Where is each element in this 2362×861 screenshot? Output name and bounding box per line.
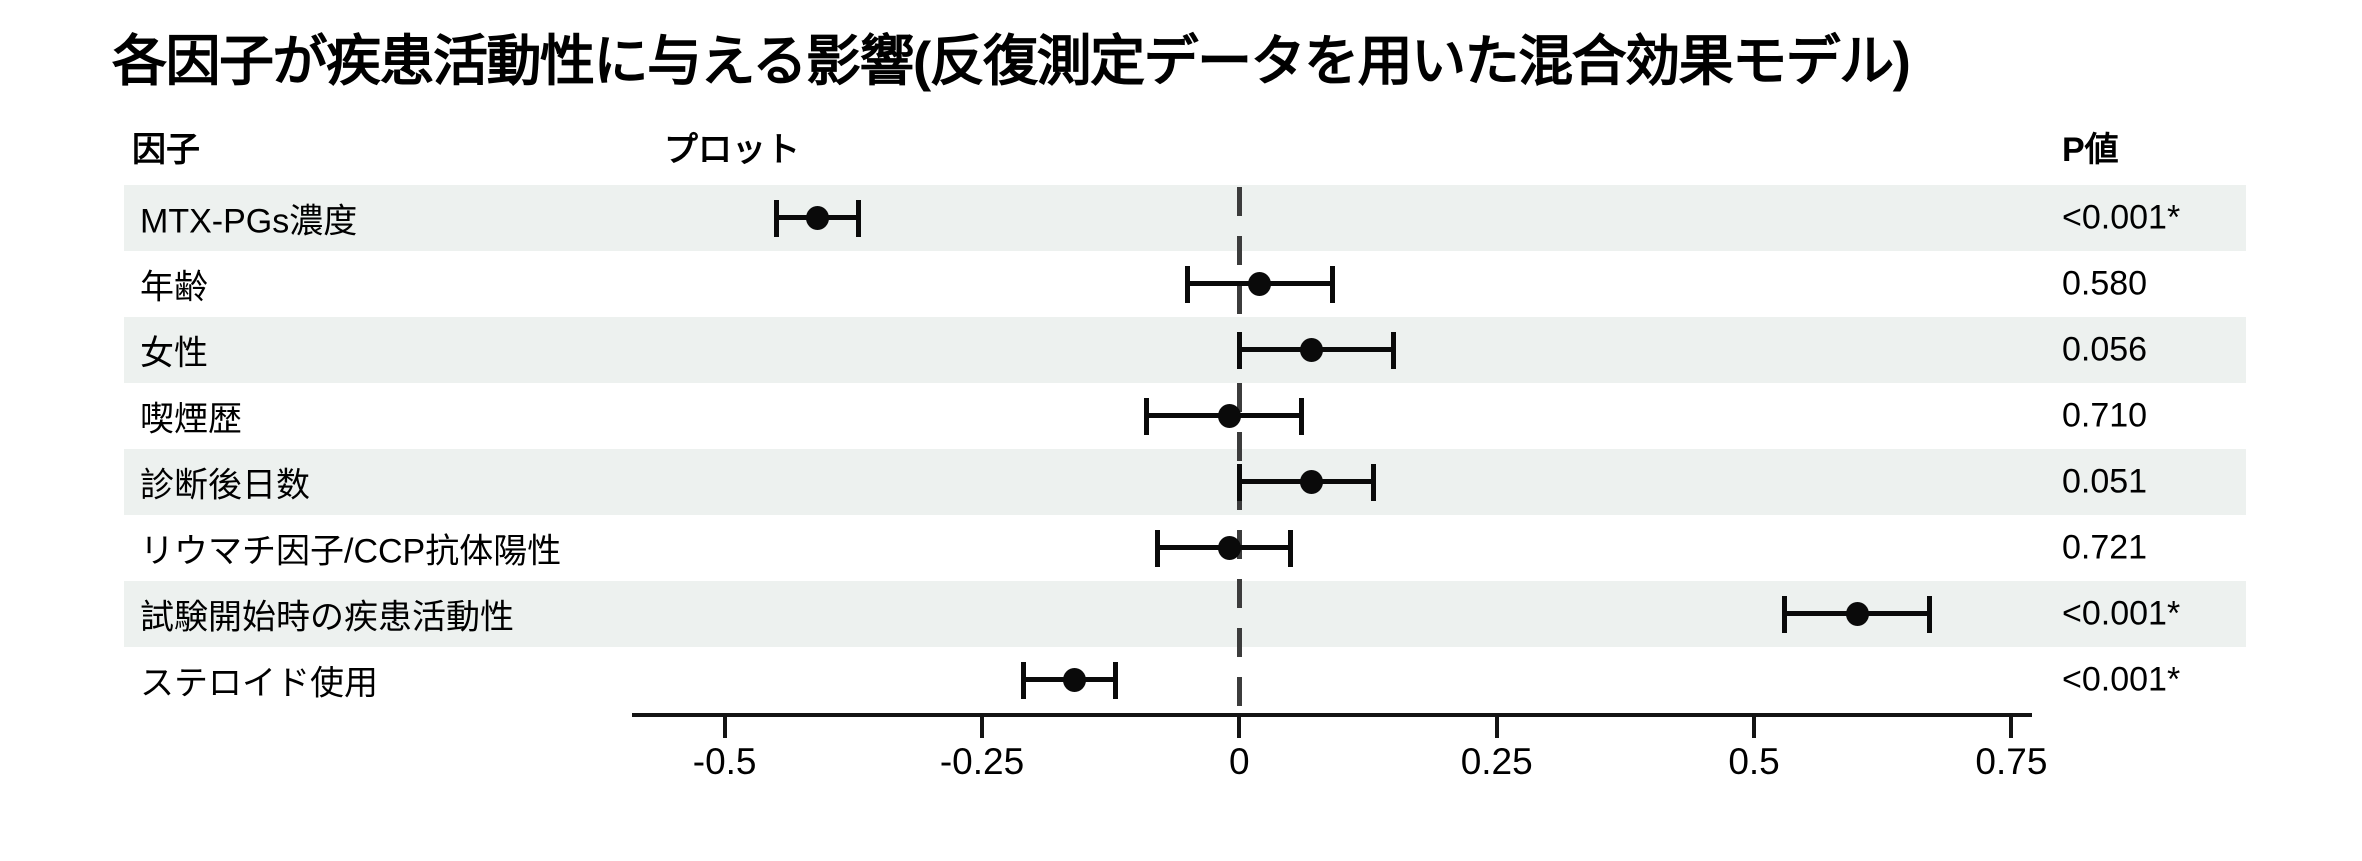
- ci-cap-low: [1236, 464, 1242, 501]
- estimate-marker: [1217, 404, 1241, 428]
- tick-mark-icon: [1494, 713, 1499, 738]
- column-header-factor: 因子: [132, 131, 200, 169]
- factor-label: 試験開始時の疾患活動性: [140, 598, 514, 637]
- tick-mark-icon: [1237, 713, 1242, 738]
- zero-reference-line: [1236, 187, 1242, 713]
- ci-cap-low: [1236, 332, 1242, 369]
- column-header-pvalue: P値: [2062, 131, 2119, 169]
- p-value: <0.001*: [2062, 198, 2181, 237]
- ci-cap-high: [1329, 266, 1335, 303]
- ci-cap-low: [1154, 530, 1160, 567]
- ci-cap-high: [1288, 530, 1294, 567]
- column-header-plot: プロット: [664, 131, 800, 169]
- estimate-marker: [1248, 272, 1272, 296]
- ci-cap-high: [1391, 332, 1397, 369]
- ci-cap-high: [1113, 662, 1119, 699]
- ci-cap-low: [773, 200, 779, 237]
- table-row: 試験開始時の疾患活動性 <0.001*: [124, 581, 2246, 647]
- table-rows: MTX-PGs濃度 <0.001* 年齢 0.580 女性 0.056 喫煙歴 …: [124, 185, 2246, 713]
- tick-label: 0: [1229, 741, 1250, 782]
- estimate-marker: [1063, 668, 1087, 692]
- p-value: <0.001*: [2062, 660, 2181, 699]
- factor-label: ステロイド使用: [140, 664, 378, 703]
- factor-label: MTX-PGs濃度: [140, 202, 358, 241]
- table-row: 診断後日数 0.051: [124, 449, 2246, 515]
- ci-cap-low: [1020, 662, 1026, 699]
- tick-mark-icon: [722, 713, 727, 738]
- estimate-marker: [1299, 338, 1323, 362]
- ci-cap-high: [1298, 398, 1304, 435]
- tick-label: -0.5: [692, 741, 757, 782]
- ci-cap-low: [1144, 398, 1150, 435]
- p-value: 0.051: [2062, 462, 2148, 501]
- table-row: MTX-PGs濃度 <0.001*: [124, 185, 2246, 251]
- ci-cap-high: [1926, 596, 1932, 633]
- tick-label: 0.5: [1728, 741, 1780, 782]
- tick-label: -0.25: [939, 741, 1025, 782]
- tick-label: 0.25: [1460, 741, 1533, 782]
- factor-label: 女性: [140, 334, 208, 373]
- estimate-marker: [1217, 536, 1241, 560]
- estimate-marker: [805, 206, 829, 230]
- factor-label: 診断後日数: [140, 466, 310, 505]
- ci-cap-high: [855, 200, 861, 237]
- table-row: リウマチ因子/CCP抗体陽性 0.721: [124, 515, 2246, 581]
- tick-mark-icon: [2009, 713, 2014, 738]
- chart-title: 各因子が疾患活動性に与える影響(反復測定データを用いた混合効果モデル): [112, 30, 1911, 92]
- tick-mark-icon: [980, 713, 984, 738]
- p-value: 0.056: [2062, 330, 2148, 369]
- table-row: ステロイド使用 <0.001*: [124, 647, 2246, 713]
- p-value: 0.580: [2062, 264, 2148, 303]
- estimate-marker: [1299, 470, 1323, 494]
- table-row: 喫煙歴 0.710: [124, 383, 2246, 449]
- p-value: <0.001*: [2062, 594, 2181, 633]
- table-row: 女性 0.056: [124, 317, 2246, 383]
- ci-cap-low: [1185, 266, 1191, 303]
- factor-label: リウマチ因子/CCP抗体陽性: [140, 532, 562, 571]
- p-value: 0.710: [2062, 396, 2148, 435]
- x-axis-line: [632, 713, 2032, 717]
- factor-label: 喫煙歴: [140, 400, 242, 439]
- ci-cap-high: [1370, 464, 1376, 501]
- p-value: 0.721: [2062, 528, 2148, 567]
- ci-cap-low: [1782, 596, 1788, 633]
- table-row: 年齢 0.580: [124, 251, 2246, 317]
- tick-mark-icon: [1752, 713, 1757, 738]
- estimate-marker: [1845, 602, 1869, 626]
- tick-label: 0.75: [1975, 741, 2048, 782]
- factor-label: 年齢: [140, 268, 208, 307]
